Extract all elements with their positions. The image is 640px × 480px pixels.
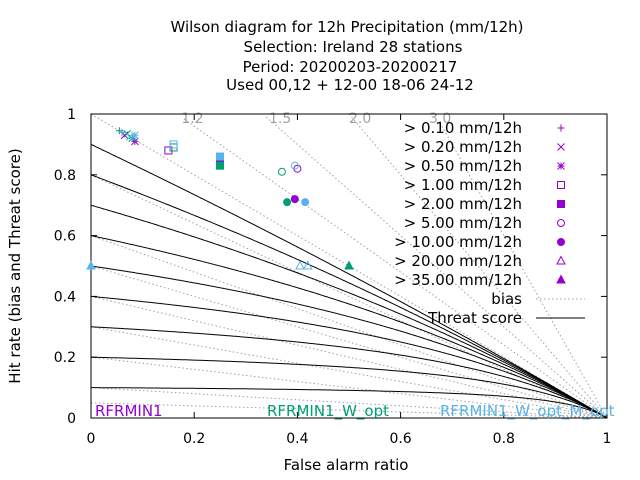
y-tick-label: 0.4 (54, 289, 76, 305)
reference-curves (91, 114, 607, 418)
legend-entry-0: > 0.10 mm/12h (404, 119, 522, 137)
bias-fan-line (91, 326, 607, 418)
threat-score-curve-0.8 (91, 174, 607, 418)
bias-label-1.2: 1.2 (181, 111, 203, 127)
data-point-2-1 (125, 132, 134, 141)
y-axis-label: Hit rate (bias and Threat score) (6, 148, 24, 383)
legend-symbol-circle-filled (557, 238, 565, 246)
data-point-2-3 (169, 140, 178, 149)
experiment-labels: RFRMIN1 RFRMIN1_W_opt RFRMIN1_W_opt_M_opt (95, 402, 615, 421)
chart-title: Wilson diagram for 12h Precipitation (mm… (170, 18, 523, 94)
data-point-1-6 (283, 198, 292, 207)
legend-keys (536, 124, 585, 319)
axis-ticks (90, 113, 608, 419)
y-tick-label: 0.6 (54, 229, 76, 245)
legend-entry-4: > 2.00 mm/12h (404, 195, 522, 213)
legend-entry-5: > 5.00 mm/12h (404, 214, 522, 232)
legend-symbol-cross (557, 143, 565, 151)
x-tick-label: 1 (603, 431, 612, 447)
legend-entry-8: > 35.00 mm/12h (394, 271, 522, 289)
data-point-2-2 (131, 131, 139, 140)
data-point-2-4 (216, 152, 224, 161)
bias-fan-line (91, 295, 607, 418)
bias-label-3.0: 3.0 (429, 111, 451, 127)
data-point-1-7 (344, 260, 354, 270)
legend-symbol-star (557, 162, 565, 170)
data-point-2-9 (86, 260, 96, 270)
legend-symbol-square (557, 181, 565, 189)
data-point-2-6 (301, 198, 310, 207)
x-tick-label: 0.8 (493, 431, 515, 447)
title-line-4: Used 00,12 + 12-00 18-06 24-12 (226, 76, 474, 94)
data-point-2-8 (295, 260, 305, 270)
title-line-2: Selection: Ireland 28 stations (244, 38, 463, 56)
threat-score-curve-0.7 (91, 204, 607, 418)
title-line-3: Period: 20200203-20200217 (243, 58, 458, 76)
y-tick-label: 1 (67, 107, 76, 123)
data-point-2-0 (118, 128, 126, 136)
data-point-2-7 (302, 260, 313, 270)
data-point-1-5 (277, 167, 286, 176)
legend-symbol-triangle-filled (556, 274, 566, 284)
legend-entry-10: Threat score (427, 309, 522, 327)
legend-symbol-plus (557, 124, 565, 132)
legend-entry-3: > 1.00 mm/12h (404, 176, 522, 194)
bias-line-2 (348, 114, 607, 418)
legend-entry-6: > 10.00 mm/12h (394, 233, 522, 251)
threat-score-curve-0.4 (91, 295, 607, 418)
legend-symbol-square-filled (557, 200, 565, 208)
bias-fan-line (91, 356, 607, 418)
y-tick-labels: 0 0.2 0.4 0.6 0.8 1 (54, 107, 76, 427)
threat-score-curve-0.1 (91, 387, 607, 418)
x-tick-label: 0.6 (389, 431, 411, 447)
legend-symbol-triangle (556, 255, 566, 265)
data-point-1-4 (216, 161, 224, 170)
bias-label-1.5: 1.5 (269, 111, 291, 127)
threat-score-curve-0.9 (91, 143, 607, 418)
y-tick-label: 0.2 (54, 350, 76, 366)
experiment-label-2: RFRMIN1_W_opt_M_opt (440, 402, 615, 421)
data-points (86, 127, 354, 270)
threat-score-curve-0.6 (91, 235, 607, 418)
x-tick-labels: 0 0.2 0.4 0.6 0.8 1 (87, 431, 612, 447)
legend-entry-2: > 0.50 mm/12h (404, 157, 522, 175)
threat-score-curve-0.5 (91, 265, 607, 418)
x-tick-label: 0.4 (286, 431, 308, 447)
x-tick-label: 0 (87, 431, 96, 447)
legend: > 0.10 mm/12h> 0.20 mm/12h> 0.50 mm/12h>… (394, 119, 522, 327)
title-line-1: Wilson diagram for 12h Precipitation (mm… (170, 18, 523, 36)
bias-curve-labels: 1.2 1.5 2.0 3.0 (181, 111, 451, 127)
data-point-2-5 (290, 161, 299, 170)
threat-score-curve-0.2 (91, 356, 607, 418)
threat-score-curve-0.3 (91, 326, 607, 418)
y-tick-label: 0.8 (54, 168, 76, 184)
x-tick-label: 0.2 (183, 431, 205, 447)
y-tick-label: 0 (67, 411, 76, 427)
legend-entry-1: > 0.20 mm/12h (404, 138, 522, 156)
legend-entry-9: bias (491, 290, 522, 308)
bias-fan-line (91, 265, 607, 418)
data-point-0-6 (290, 195, 299, 204)
x-axis-label: False alarm ratio (284, 456, 409, 474)
experiment-label-0: RFRMIN1 (95, 402, 163, 420)
bias-label-2.0: 2.0 (349, 111, 371, 127)
legend-entry-7: > 20.00 mm/12h (394, 252, 522, 270)
bias-fan-line (91, 174, 607, 418)
experiment-label-1: RFRMIN1_W_opt (267, 402, 389, 421)
legend-symbol-circle (557, 219, 565, 227)
